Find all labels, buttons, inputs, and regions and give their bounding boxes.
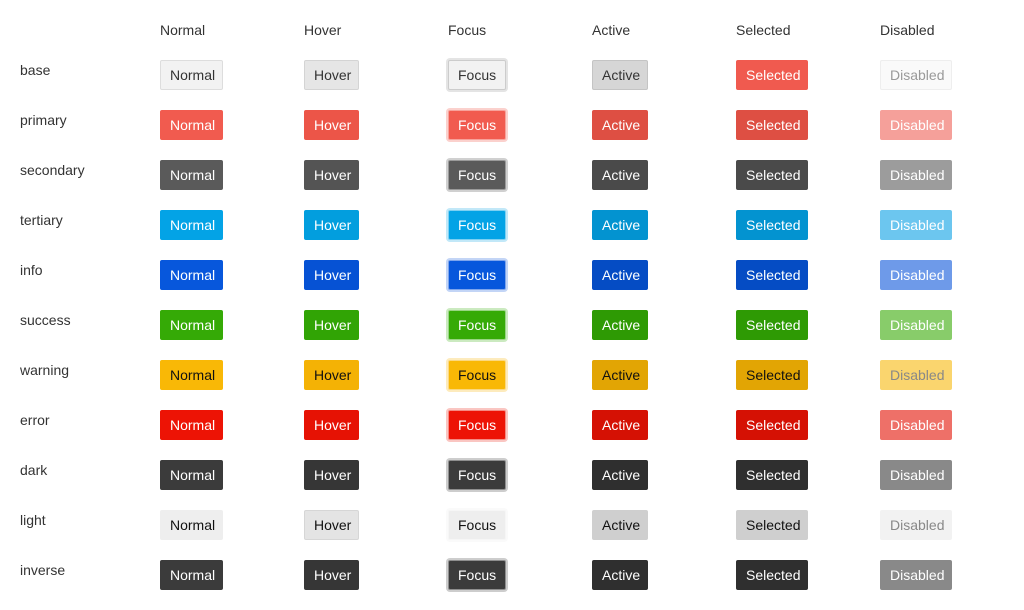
row-label-light: light [20,512,46,528]
secondary-hover-button[interactable]: Hover [304,160,359,190]
light-disabled-button: Disabled [880,510,952,540]
error-active-button[interactable]: Active [592,410,648,440]
warning-normal-button[interactable]: Normal [160,360,223,390]
dark-disabled-button: Disabled [880,460,952,490]
row-label-info: info [20,262,43,278]
base-hover-button[interactable]: Hover [304,60,359,90]
error-focus-button[interactable]: Focus [448,410,506,440]
light-active-button[interactable]: Active [592,510,648,540]
warning-hover-button[interactable]: Hover [304,360,359,390]
row-dark: dark Normal Hover Focus Active Selected Disabl… [0,450,1024,500]
row-light: light Normal Hover Focus Active Selected Disab… [0,500,1024,550]
primary-active-button[interactable]: Active [592,110,648,140]
tertiary-focus-button[interactable]: Focus [448,210,506,240]
dark-active-button[interactable]: Active [592,460,648,490]
row-tertiary: tertiary Normal Hover Focus Active Selected Di… [0,200,1024,250]
warning-selected-button[interactable]: Selected [736,360,808,390]
success-focus-button[interactable]: Focus [448,310,506,340]
success-disabled-button: Disabled [880,310,952,340]
row-inverse: inverse Normal Hover Focus Active Selected Dis… [0,550,1024,600]
light-focus-button[interactable]: Focus [448,510,506,540]
error-hover-button[interactable]: Hover [304,410,359,440]
light-normal-button[interactable]: Normal [160,510,223,540]
inverse-selected-button[interactable]: Selected [736,560,808,590]
secondary-disabled-button: Disabled [880,160,952,190]
secondary-selected-button[interactable]: Selected [736,160,808,190]
info-normal-button[interactable]: Normal [160,260,223,290]
row-label-inverse: inverse [20,562,66,578]
error-selected-button[interactable]: Selected [736,410,808,440]
row-label-secondary: secondary [20,162,85,178]
dark-hover-button[interactable]: Hover [304,460,359,490]
info-active-button[interactable]: Active [592,260,648,290]
base-disabled-button: Disabled [880,60,952,90]
dark-normal-button[interactable]: Normal [160,460,223,490]
tertiary-disabled-button: Disabled [880,210,952,240]
primary-normal-button[interactable]: Normal [160,110,223,140]
row-secondary: secondary Normal Hover Focus Active Selected D… [0,150,1024,200]
light-selected-button[interactable]: Selected [736,510,808,540]
row-success: success Normal Hover Focus Active Selected Dis… [0,300,1024,350]
secondary-active-button[interactable]: Active [592,160,648,190]
info-focus-button[interactable]: Focus [448,260,506,290]
tertiary-selected-button[interactable]: Selected [736,210,808,240]
warning-focus-button[interactable]: Focus [448,360,506,390]
row-label-warning: warning [20,362,70,378]
row-label-dark: dark [20,462,48,478]
primary-disabled-button: Disabled [880,110,952,140]
column-header-normal: Normal [160,22,206,38]
success-normal-button[interactable]: Normal [160,310,223,340]
inverse-normal-button[interactable]: Normal [160,560,223,590]
dark-selected-button[interactable]: Selected [736,460,808,490]
column-header-active: Active [592,22,631,38]
primary-focus-button[interactable]: Focus [448,110,506,140]
base-normal-button[interactable]: Normal [160,60,223,90]
row-label-tertiary: tertiary [20,212,63,228]
row-warning: warning Normal Hover Focus Active Selected Dis… [0,350,1024,400]
inverse-active-button[interactable]: Active [592,560,648,590]
light-hover-button[interactable]: Hover [304,510,359,540]
warning-disabled-button: Disabled [880,360,952,390]
secondary-focus-button[interactable]: Focus [448,160,506,190]
secondary-normal-button[interactable]: Normal [160,160,223,190]
base-focus-button[interactable]: Focus [448,60,506,90]
info-disabled-button: Disabled [880,260,952,290]
tertiary-active-button[interactable]: Active [592,210,648,240]
row-info: info Normal Hover Focus Active Selected Disabl… [0,250,1024,300]
success-hover-button[interactable]: Hover [304,310,359,340]
error-normal-button[interactable]: Normal [160,410,223,440]
info-selected-button[interactable]: Selected [736,260,808,290]
base-active-button[interactable]: Active [592,60,648,90]
row-label-base: base [20,62,51,78]
row-primary: primary Normal Hover Focus Active Selected Dis… [0,100,1024,150]
inverse-hover-button[interactable]: Hover [304,560,359,590]
success-active-button[interactable]: Active [592,310,648,340]
row-error: error Normal Hover Focus Active Selected Disab… [0,400,1024,450]
tertiary-normal-button[interactable]: Normal [160,210,223,240]
base-selected-button[interactable]: Selected [736,60,808,90]
inverse-focus-button[interactable]: Focus [448,560,506,590]
success-selected-button[interactable]: Selected [736,310,808,340]
row-label-success: success [20,312,71,328]
primary-selected-button[interactable]: Selected [736,110,808,140]
row-base: base Normal Hover Focus Active Selected Disabl… [0,50,1024,100]
warning-active-button[interactable]: Active [592,360,648,390]
column-header-selected: Selected [736,22,791,38]
column-header-hover: Hover [304,22,342,38]
row-label-primary: primary [20,112,67,128]
inverse-disabled-button: Disabled [880,560,952,590]
column-header-focus: Focus [448,22,487,38]
primary-hover-button[interactable]: Hover [304,110,359,140]
row-label-error: error [20,412,50,428]
dark-focus-button[interactable]: Focus [448,460,506,490]
tertiary-hover-button[interactable]: Hover [304,210,359,240]
info-hover-button[interactable]: Hover [304,260,359,290]
error-disabled-button: Disabled [880,410,952,440]
column-header-disabled: Disabled [880,22,935,38]
